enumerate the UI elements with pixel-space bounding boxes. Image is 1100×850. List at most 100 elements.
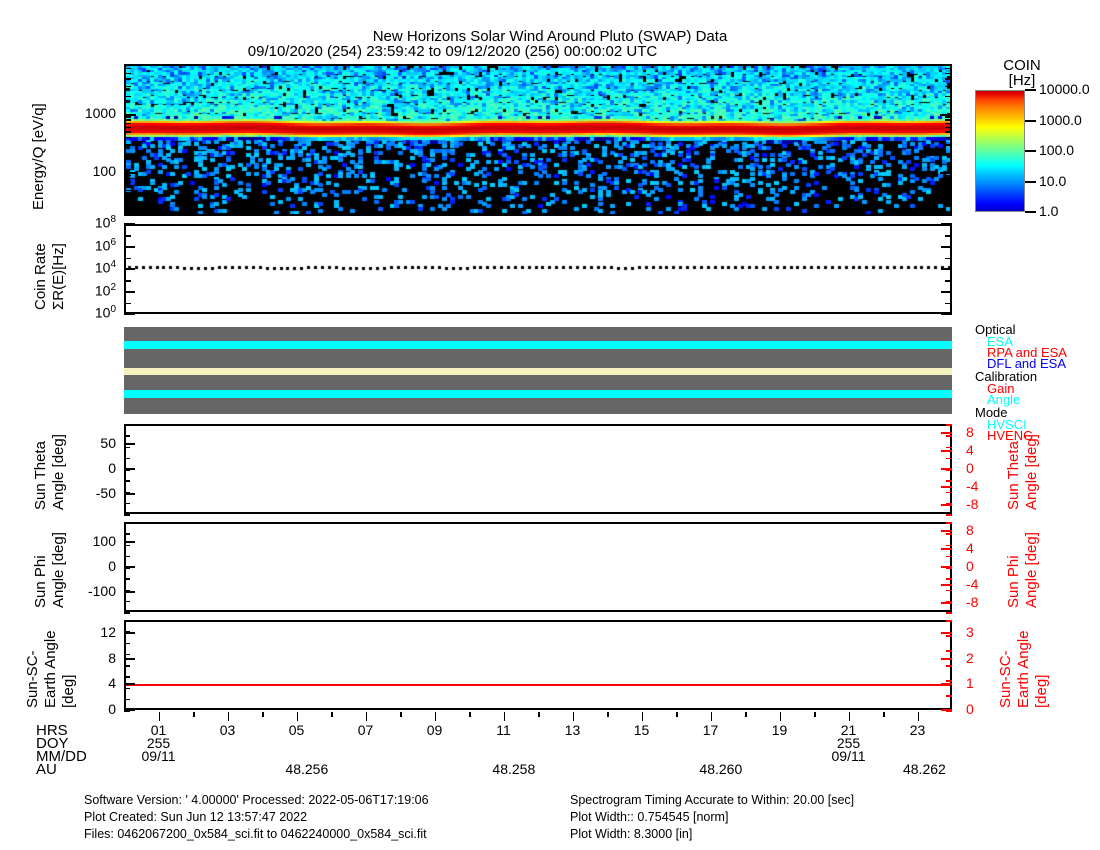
sun-sc-earth-ylabel-line2: Earth Angle xyxy=(42,630,59,708)
sun-sc-earth-tick xyxy=(124,683,135,686)
x-axis-tickmark xyxy=(296,712,299,721)
sun-theta-ytick-label-right: -4 xyxy=(966,478,979,494)
sun-theta-ylabel-right-line1: Sun Theta xyxy=(1005,441,1022,510)
status-legend-heading: Mode xyxy=(975,405,1008,420)
coin-rate-tick xyxy=(941,290,952,293)
x-axis-tickmark xyxy=(676,712,678,717)
coin-rate-tick xyxy=(124,313,135,315)
sun-theta-tick-right xyxy=(941,504,952,506)
sun-sc-earth-ylabel-line3: [deg] xyxy=(60,674,77,708)
hvsci-band xyxy=(124,390,952,398)
x-axis-tickmark xyxy=(607,712,609,717)
tick-minor xyxy=(945,122,952,125)
sun-theta-tick xyxy=(124,493,135,495)
sun-phi-ytick-label-right: 0 xyxy=(966,558,974,574)
sun-theta-tick-minor-right xyxy=(946,514,952,516)
tick-minor xyxy=(124,172,136,175)
sun-sc-earth-tick-minor xyxy=(124,620,130,622)
tick-minor xyxy=(124,64,131,66)
colorbar-tick-label: 1.0 xyxy=(1039,203,1059,219)
sun-theta-tick-minor xyxy=(124,457,130,460)
spectrogram-ytick-label: 100 xyxy=(92,163,116,180)
sun-theta-tick xyxy=(124,443,135,445)
x-axis-tickmark xyxy=(158,712,161,721)
sun-sc-earth-tick-minor xyxy=(124,676,130,678)
x-axis-tickmark xyxy=(193,712,195,717)
tick-minor xyxy=(945,177,952,180)
x-axis-hrs-tick: 17 xyxy=(702,722,719,738)
x-axis-doy-tick: 255 xyxy=(836,735,861,751)
x-axis-tickmark xyxy=(779,712,782,721)
sun-phi-tick-minor xyxy=(124,612,130,614)
sun-theta-tick-minor xyxy=(124,480,130,482)
tick-minor xyxy=(945,95,952,98)
x-axis-hrs-tick: 09 xyxy=(426,722,443,738)
sun-theta-tick-minor xyxy=(124,424,130,426)
x-axis-tickmark xyxy=(917,712,920,721)
tick-minor xyxy=(124,185,131,187)
tick-minor xyxy=(945,185,952,187)
coin-rate-ytick-label: 106 xyxy=(94,236,116,254)
sun-theta-tick-minor xyxy=(124,469,130,471)
colorbar-title-line2: [Hz] xyxy=(1008,72,1036,89)
footer-right-line: Plot Width:: 0.754545 [norm] xyxy=(570,810,729,824)
sun-sc-earth-tick-minor-right xyxy=(946,680,952,682)
sun-phi-tick-minor-right xyxy=(946,589,952,591)
tick-minor xyxy=(945,85,952,88)
sun-phi-tick-minor-right xyxy=(946,600,952,603)
tick-minor xyxy=(945,64,952,66)
tick-minor xyxy=(945,119,952,121)
sun-sc-earth-tick-minor xyxy=(124,710,130,712)
coin-rate-ytick-label: 108 xyxy=(94,214,116,231)
tick-minor xyxy=(124,119,131,121)
sun-sc-earth-tick-minor-right xyxy=(946,695,952,697)
tick-minor xyxy=(945,136,952,139)
sun-sc-earth-tick xyxy=(124,657,135,660)
sun-phi-ytick-label-right: 8 xyxy=(966,522,974,538)
x-axis-tickmark xyxy=(365,712,368,721)
sun-theta-ytick-label-right: 8 xyxy=(966,424,974,440)
x-axis-tickmark xyxy=(503,712,506,721)
x-axis-row-label-mm-dd: MM/DD xyxy=(36,748,87,765)
sun-phi-tick-minor-right xyxy=(946,578,952,580)
x-axis-hrs-tick: 13 xyxy=(564,722,581,738)
sun-theta-tick-minor-right xyxy=(946,457,952,460)
status-legend-item: RPA and ESA xyxy=(987,345,1067,360)
coin-rate-tick-minor xyxy=(945,280,952,282)
tick-minor xyxy=(945,72,952,75)
coin-rate-tick-minor xyxy=(124,235,131,237)
sun-sc-earth-tick-minor xyxy=(124,687,130,689)
status-legend-item: HVENG xyxy=(987,428,1034,443)
x-axis-hrs-tick: 23 xyxy=(909,722,926,738)
x-axis-tickmark xyxy=(227,712,230,721)
coin-rate-tick xyxy=(124,268,135,270)
tick-minor xyxy=(124,195,131,198)
colorbar-tick xyxy=(1025,150,1036,152)
sun-phi-tick-right xyxy=(941,602,952,604)
sun-phi-tick-right xyxy=(941,530,952,532)
sun-theta-tick-right xyxy=(941,432,952,434)
coin-rate-tick-minor xyxy=(124,280,131,282)
coin-rate-tick xyxy=(941,245,952,248)
coin-rate-tick xyxy=(124,245,135,248)
sun-theta-tick-minor xyxy=(124,514,130,516)
colorbar-tick xyxy=(1025,119,1036,122)
sun-phi-ytick-label-right: 4 xyxy=(966,540,974,556)
sun-sc-earth-ytick-label-right: 0 xyxy=(966,701,974,717)
x-axis-row-label-doy: DOY xyxy=(36,735,69,752)
status-panel xyxy=(124,327,952,414)
tick-minor xyxy=(124,189,131,192)
sun-phi-tick-right xyxy=(941,584,952,586)
tick-minor xyxy=(945,189,952,192)
sun-sc-earth-ytick-label: 8 xyxy=(108,649,116,666)
tick-minor xyxy=(940,113,952,116)
sun-phi-ytick-label: 100 xyxy=(92,533,116,549)
sun-sc-earth-tick-minor-right xyxy=(946,635,952,637)
sun-sc-earth-ytick-label-right: 3 xyxy=(966,623,974,640)
colorbar-tick-label: 100.0 xyxy=(1039,142,1075,158)
sun-sc-earth-tick-minor xyxy=(124,653,130,656)
tick-minor xyxy=(124,174,131,177)
x-axis-hrs-tick: 03 xyxy=(219,722,236,738)
coin-rate-tick-minor xyxy=(945,302,952,305)
sun-phi-tick-minor-right xyxy=(946,567,952,569)
